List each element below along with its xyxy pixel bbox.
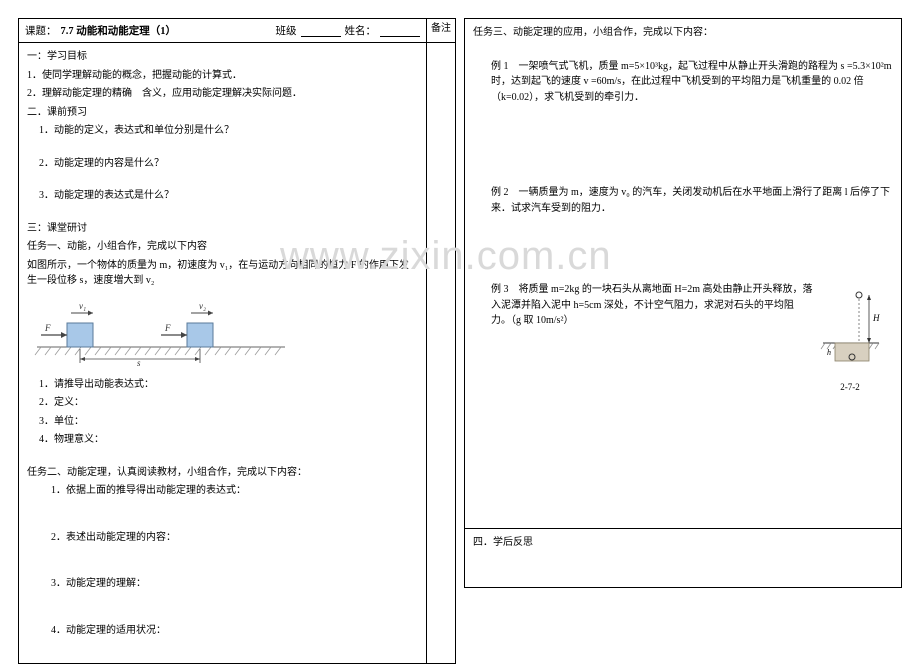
fig-caption: 2-7-2 bbox=[815, 382, 885, 392]
t1-q1: 1．请推导出动能表达式： bbox=[27, 377, 418, 393]
reflection-h: 四．学后反思 bbox=[473, 535, 893, 551]
task1-p1: 如图所示，一个物体的质量为 m，初速度为 v₁，在与运动方向相同的恒力 F 的作… bbox=[27, 258, 418, 289]
name-field[interactable] bbox=[380, 25, 420, 37]
t2-q2: 2．表述出动能定理的内容： bbox=[27, 530, 418, 546]
diag-v1: v₁ bbox=[79, 301, 86, 311]
diag-F2: F bbox=[164, 323, 171, 333]
task2-h: 任务二、动能定理，认真阅读教材，小组合作，完成以下内容： bbox=[27, 465, 418, 481]
right-bottom: 四．学后反思 bbox=[464, 528, 902, 588]
class-label: 班级 bbox=[276, 23, 297, 38]
right-top: 任务三、动能定理的应用，小组合作，完成以下内容： 例 1 一架喷气式飞机，质量 … bbox=[464, 18, 902, 528]
t1-q2: 2．定义： bbox=[27, 395, 418, 411]
diag-v2: v₂ bbox=[199, 301, 206, 311]
class-field[interactable] bbox=[301, 25, 341, 37]
task1-h: 任务一、动能，小组合作，完成以下内容 bbox=[27, 239, 418, 255]
sec2-2: 2．动能定理的内容是什么？ bbox=[27, 156, 418, 172]
sec1-1: 1．使同学理解动能的概念，把握动能的计算式． bbox=[27, 68, 418, 84]
sec1-2: 2．理解动能定理的精确 含义，应用动能定理解决实际问题． bbox=[27, 86, 418, 102]
t2-q1: 1．依据上面的推导得出动能定理的表达式： bbox=[27, 483, 418, 499]
task3-h: 任务三、动能定理的应用，小组合作，完成以下内容： bbox=[473, 25, 893, 41]
sec2-h: 二．课前预习 bbox=[27, 105, 418, 121]
t2-q3: 3．动能定理的理解： bbox=[27, 576, 418, 592]
sec1-h: 一：学习目标 bbox=[27, 49, 418, 65]
t2-q4: 4．动能定理的适用状况： bbox=[27, 623, 418, 639]
diag-F1: F bbox=[44, 323, 51, 333]
physics-diagram: v₁ v₂ F F s bbox=[31, 297, 291, 367]
sec2-1: 1．动能的定义，表达式和单位分别是什么？ bbox=[27, 123, 418, 139]
lesson-title: 7.7 动能和动能定理（1） bbox=[61, 23, 177, 38]
diag-s: s bbox=[137, 358, 141, 367]
t1-q4: 4．物理意义： bbox=[27, 432, 418, 448]
note-column bbox=[427, 43, 455, 663]
fig-h: h bbox=[827, 348, 831, 357]
example-1: 例 1 一架喷气式飞机，质量 m=5×10³kg，起飞过程中从静止开头滑跑的路程… bbox=[473, 59, 893, 106]
name-label: 姓名： bbox=[345, 23, 377, 38]
title-prefix: 课题： bbox=[25, 23, 57, 38]
page-left: 课题： 7.7 动能和动能定理（1） 班级 姓名： 备注 一：学习目标 1．使同… bbox=[18, 18, 456, 664]
sec2-3: 3．动能定理的表达式是什么？ bbox=[27, 188, 418, 204]
header-main: 课题： 7.7 动能和动能定理（1） 班级 姓名： bbox=[19, 19, 427, 42]
sec3-h: 三：课堂研讨 bbox=[27, 221, 418, 237]
header-row: 课题： 7.7 动能和动能定理（1） 班级 姓名： 备注 bbox=[19, 19, 455, 43]
example-2: 例 2 一辆质量为 m，速度为 v₀ 的汽车，关闭发动机后在水平地面上滑行了距离… bbox=[473, 185, 893, 216]
fig-H: H bbox=[872, 313, 880, 323]
note-header: 备注 bbox=[427, 19, 455, 42]
pages-container: 课题： 7.7 动能和动能定理（1） 班级 姓名： 备注 一：学习目标 1．使同… bbox=[0, 0, 920, 664]
stone-figure: H h bbox=[815, 287, 885, 377]
left-body: 一：学习目标 1．使同学理解动能的概念，把握动能的计算式． 2．理解动能定理的精… bbox=[19, 43, 427, 663]
page-right: 任务三、动能定理的应用，小组合作，完成以下内容： 例 1 一架喷气式飞机，质量 … bbox=[464, 18, 902, 664]
t1-q3: 3．单位： bbox=[27, 414, 418, 430]
